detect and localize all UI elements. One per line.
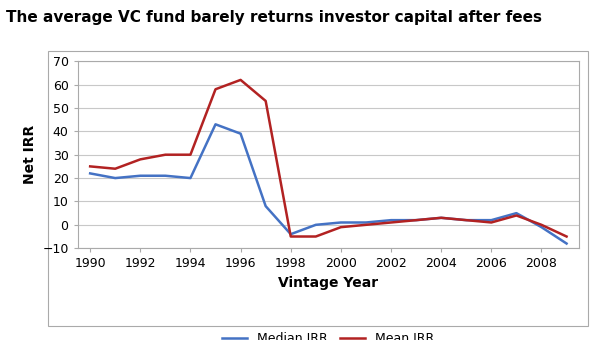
Median IRR bbox=[438, 216, 445, 220]
Mean IRR bbox=[162, 153, 169, 157]
Median IRR bbox=[563, 241, 570, 245]
Mean IRR bbox=[212, 87, 219, 91]
Median IRR bbox=[287, 232, 294, 236]
Mean IRR bbox=[463, 218, 470, 222]
Median IRR bbox=[87, 171, 94, 175]
Mean IRR bbox=[488, 220, 495, 224]
Mean IRR bbox=[312, 235, 319, 239]
Median IRR bbox=[463, 218, 470, 222]
Mean IRR bbox=[262, 99, 269, 103]
Median IRR bbox=[212, 122, 219, 126]
Median IRR bbox=[488, 218, 495, 222]
X-axis label: Vintage Year: Vintage Year bbox=[278, 276, 378, 290]
Median IRR bbox=[538, 225, 545, 229]
Mean IRR bbox=[538, 223, 545, 227]
Mean IRR bbox=[237, 78, 244, 82]
Median IRR bbox=[262, 204, 269, 208]
Mean IRR bbox=[413, 218, 420, 222]
Text: The average VC fund barely returns investor capital after fees: The average VC fund barely returns inves… bbox=[6, 10, 542, 25]
Mean IRR bbox=[438, 216, 445, 220]
Line: Mean IRR: Mean IRR bbox=[90, 80, 567, 237]
Median IRR bbox=[312, 223, 319, 227]
Median IRR bbox=[513, 211, 520, 215]
Mean IRR bbox=[112, 167, 119, 171]
Median IRR bbox=[337, 220, 344, 224]
Median IRR bbox=[237, 132, 244, 136]
Median IRR bbox=[187, 176, 194, 180]
Mean IRR bbox=[513, 214, 520, 218]
Median IRR bbox=[387, 218, 395, 222]
Median IRR bbox=[362, 220, 370, 224]
Y-axis label: Net IRR: Net IRR bbox=[23, 125, 36, 184]
Median IRR bbox=[162, 174, 169, 178]
Mean IRR bbox=[362, 223, 370, 227]
Mean IRR bbox=[187, 153, 194, 157]
Mean IRR bbox=[387, 220, 395, 224]
Mean IRR bbox=[563, 235, 570, 239]
Median IRR bbox=[413, 218, 420, 222]
Median IRR bbox=[137, 174, 144, 178]
Mean IRR bbox=[287, 235, 294, 239]
Mean IRR bbox=[337, 225, 344, 229]
Mean IRR bbox=[87, 164, 94, 168]
Mean IRR bbox=[137, 157, 144, 162]
Median IRR bbox=[112, 176, 119, 180]
Line: Median IRR: Median IRR bbox=[90, 124, 567, 243]
Legend: Median IRR, Mean IRR: Median IRR, Mean IRR bbox=[217, 327, 439, 340]
